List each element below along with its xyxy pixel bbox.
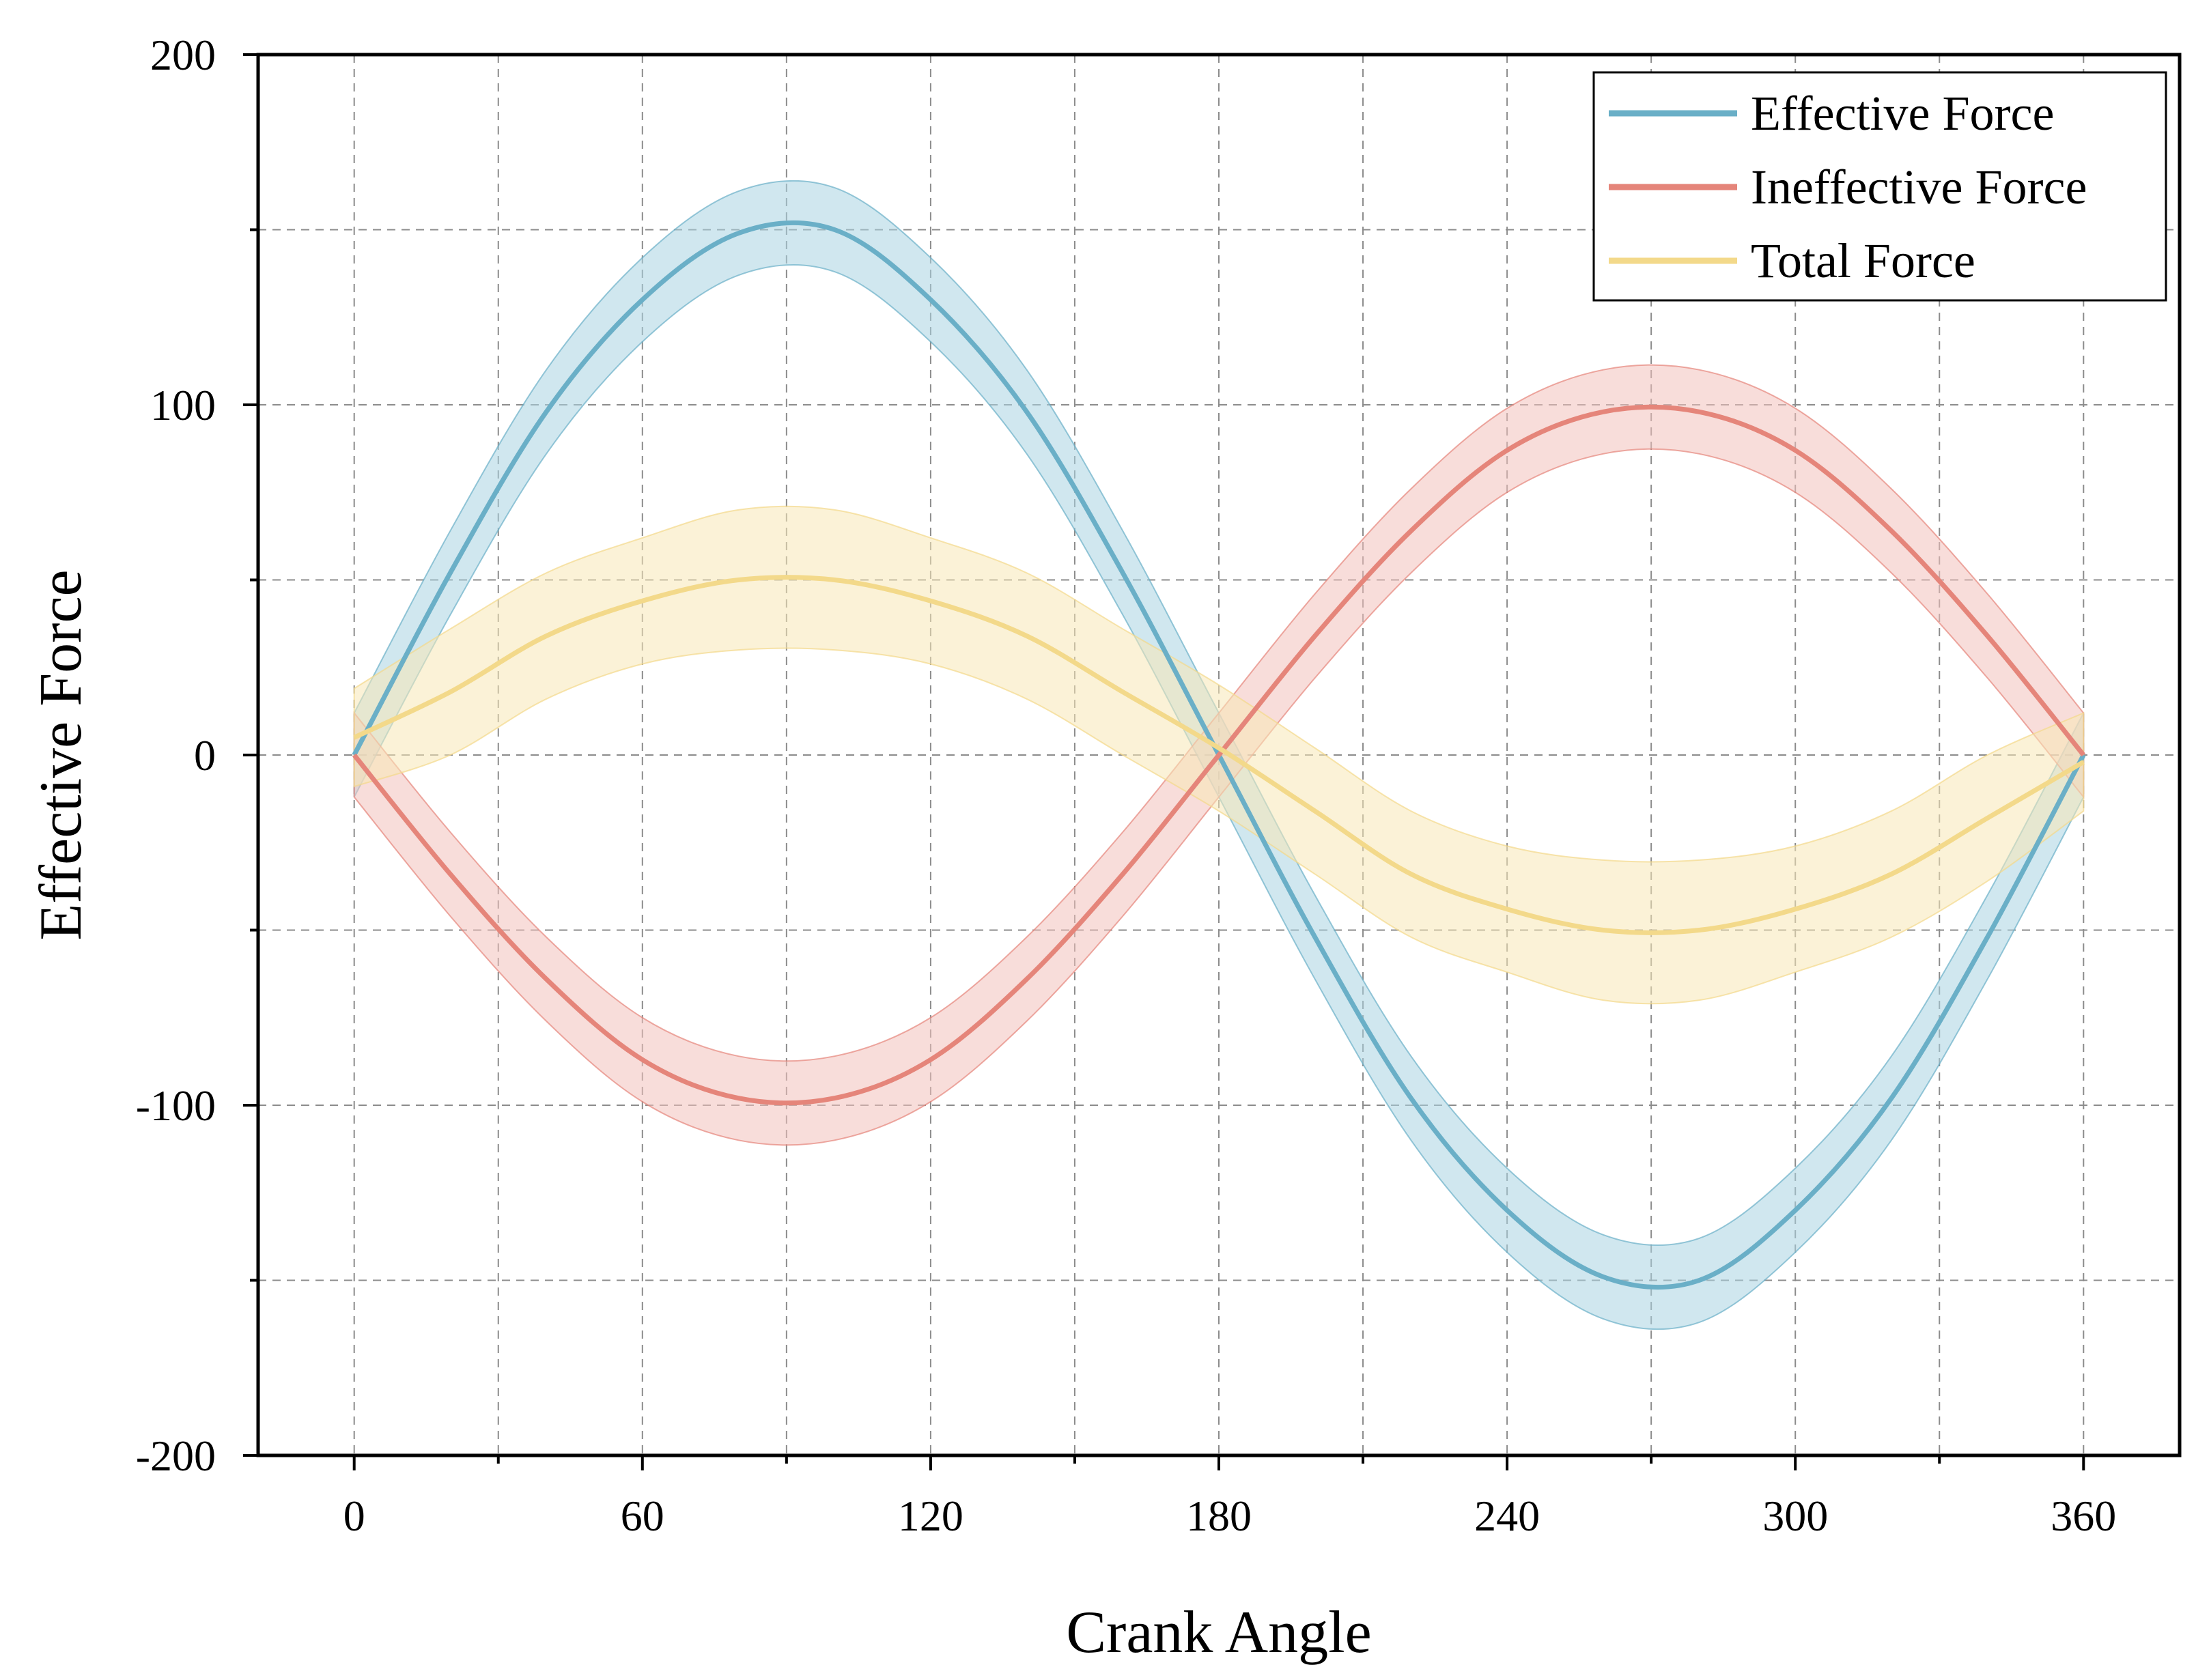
legend-label-effective-force: Effective Force bbox=[1751, 86, 2054, 141]
axis-ticks: 0 60 120 180 240 300 360 -200 -100 0 100 200 bbox=[136, 31, 2117, 1540]
x-tick-label: 240 bbox=[1474, 1492, 1540, 1540]
x-tick-label: 120 bbox=[898, 1492, 963, 1540]
legend-label-total-force: Total Force bbox=[1751, 233, 1975, 288]
y-tick-label: 100 bbox=[150, 381, 216, 429]
legend-label-ineffective-force: Ineffective Force bbox=[1751, 160, 2087, 214]
x-tick-label: 0 bbox=[343, 1492, 365, 1540]
x-tick-label: 360 bbox=[2051, 1492, 2116, 1540]
x-tick-label: 60 bbox=[621, 1492, 664, 1540]
x-tick-label: 300 bbox=[1762, 1492, 1828, 1540]
x-tick-label: 180 bbox=[1186, 1492, 1252, 1540]
y-tick-label: -200 bbox=[136, 1432, 216, 1480]
y-axis-title: Effective Force bbox=[28, 569, 94, 940]
y-tick-label: 0 bbox=[194, 731, 216, 780]
x-axis-title: Crank Angle bbox=[1066, 1599, 1371, 1666]
series-lines bbox=[352, 220, 2086, 1290]
y-tick-label: 200 bbox=[150, 31, 216, 79]
y-tick-label: -100 bbox=[136, 1081, 216, 1130]
legend: Effective Force Ineffective Force Total Fo… bbox=[1592, 71, 2167, 302]
